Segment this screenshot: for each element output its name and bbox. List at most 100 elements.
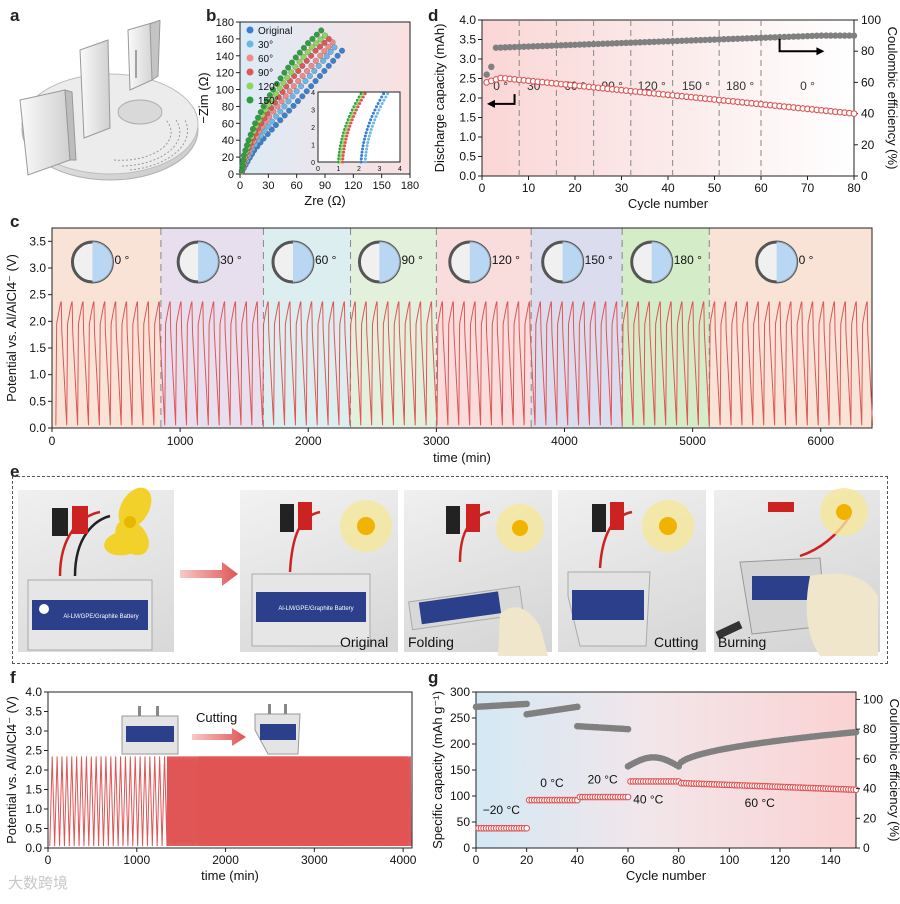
device-illustration	[19, 20, 199, 181]
efficiency-point	[841, 32, 848, 39]
efficiency-point	[585, 41, 593, 48]
efficiency-point	[753, 34, 760, 42]
inset-data-point	[341, 154, 345, 157]
data-point-120°	[276, 85, 283, 92]
efficiency-point	[706, 36, 714, 43]
inset-data-point	[349, 111, 353, 115]
inset-data-point	[364, 154, 368, 157]
bending-icon-half	[198, 241, 219, 283]
efficiency-point	[781, 33, 788, 41]
inset-data-point	[375, 111, 379, 115]
efficiency-point	[574, 703, 581, 711]
y-tick-label: 120	[216, 68, 234, 80]
data-point-150°	[266, 92, 273, 99]
efficiency-point	[702, 36, 709, 44]
inset-data-point	[347, 128, 351, 131]
efficiency-point	[776, 33, 783, 41]
y-tick-label: 4.0	[459, 13, 476, 27]
data-point-120°	[304, 49, 311, 56]
efficiency-point	[488, 63, 495, 70]
data-point-150°	[247, 131, 254, 138]
y-tick-label: 100	[450, 789, 470, 803]
efficiency-point	[595, 40, 602, 48]
data-point-90°	[321, 39, 328, 46]
data-point-60°	[317, 52, 324, 59]
inset-data-point	[348, 118, 352, 122]
segment-label: 150 °	[585, 253, 613, 267]
temperature-label: 0 °C	[540, 776, 564, 790]
y2-tick-label: 80	[863, 722, 877, 736]
inset-tab	[138, 706, 141, 716]
inset-data-point	[348, 124, 352, 128]
efficiency-point	[567, 41, 574, 49]
y2-tick-label: 40	[861, 107, 875, 121]
y-tick-label: 80	[222, 101, 234, 113]
inset-data-point	[350, 108, 354, 112]
efficiency-point	[506, 44, 514, 51]
data-point-60°	[321, 48, 328, 55]
efficiency-point	[743, 35, 751, 42]
data-point-150°	[249, 126, 256, 132]
data-point-150°	[239, 162, 246, 169]
efficiency-point	[622, 39, 630, 47]
data-point-30°	[289, 93, 296, 100]
bending-icon-half	[651, 241, 673, 283]
x-tick-label: 90	[319, 180, 331, 192]
data-point-30°	[327, 48, 334, 55]
x-tick-label: 180	[401, 180, 419, 192]
x-tick-label: 40	[571, 853, 585, 867]
segment-label: 150 °	[682, 79, 710, 93]
inset-data-point	[376, 102, 380, 105]
legend-marker	[246, 54, 254, 62]
efficiency-point	[553, 42, 560, 49]
inset-pouch-cut-label	[260, 724, 296, 740]
efficiency-point	[715, 36, 723, 43]
temperature-label: 20 °C	[588, 773, 618, 787]
inset-tab	[284, 704, 287, 714]
inset-data-point	[339, 144, 343, 148]
inset-data-point	[363, 160, 367, 164]
segment-label: 180 °	[726, 79, 754, 93]
inset-data-point	[371, 111, 375, 115]
legend-marker	[246, 82, 254, 90]
y-tick-label: 1.0	[29, 368, 46, 382]
panel-letter-a: a	[10, 6, 20, 25]
inset-data-point	[339, 160, 343, 164]
data-point-Original	[294, 98, 301, 105]
data-point-150°	[254, 114, 261, 121]
efficiency-point	[683, 37, 690, 44]
efficiency-point	[720, 36, 727, 43]
y-tick-label: 3.0	[459, 52, 476, 66]
efficiency-point	[529, 43, 537, 50]
inset-x-tick-label: 3	[378, 166, 382, 173]
efficiency-point	[771, 34, 779, 41]
efficiency-point	[808, 32, 816, 40]
efficiency-point	[692, 37, 700, 44]
data-point-Original	[308, 83, 315, 90]
efficiency-point	[502, 44, 509, 51]
x-tick-label: 140	[821, 853, 841, 867]
x-tick-label: 100	[719, 853, 739, 867]
inset-data-point	[342, 137, 346, 141]
segment-label: 30 °	[220, 253, 242, 267]
legend-label: Original	[258, 26, 292, 37]
data-point-30°	[298, 83, 305, 90]
inset-data-point	[361, 144, 365, 148]
data-point-120°	[322, 32, 328, 39]
y-tick-label: 2.5	[25, 744, 42, 758]
y-tick-label: 0	[228, 169, 234, 181]
data-point-Original	[290, 102, 297, 109]
temperature-label: 60 °C	[745, 796, 775, 810]
legend-label: 120°	[258, 82, 279, 93]
inset-data-point	[354, 105, 358, 109]
data-point-90°	[312, 47, 319, 54]
inset-data-point	[345, 121, 349, 125]
x-tick-label: 3000	[301, 853, 328, 867]
inset-data-point	[373, 108, 377, 112]
legend-marker	[246, 26, 254, 34]
data-point-30°	[281, 103, 288, 110]
inset-data-point	[344, 137, 348, 141]
inset-data-point	[366, 141, 370, 144]
data-point-60°	[295, 78, 302, 85]
y-tick-label: 2.5	[459, 72, 476, 86]
